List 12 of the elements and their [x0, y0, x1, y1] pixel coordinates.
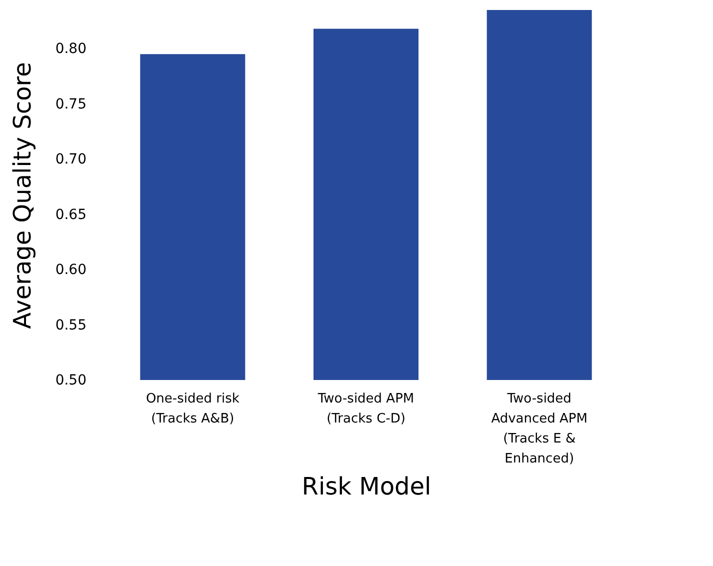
x-tick-label: One-sided risk (Tracks A&B) [146, 392, 240, 426]
y-tick-label: 0.75 [55, 96, 86, 112]
x-tick-label: Two-sided Advanced APM (Tracks E & Enhanced) [491, 392, 588, 466]
y-tick-label: 0.80 [55, 41, 86, 58]
y-axis-title: Average Quality Score [8, 62, 36, 329]
y-tick-label: 0.65 [55, 206, 86, 223]
x-tick-label: Two-sided APM (Tracks C-D) [316, 392, 414, 426]
y-tick-label: 0.70 [55, 152, 86, 168]
y-tick-label: 0.55 [55, 317, 86, 334]
x-axis-title: Risk Model [302, 472, 432, 500]
y-tick-label: 0.50 [55, 372, 86, 388]
y-tick-label: 0.60 [55, 262, 86, 278]
